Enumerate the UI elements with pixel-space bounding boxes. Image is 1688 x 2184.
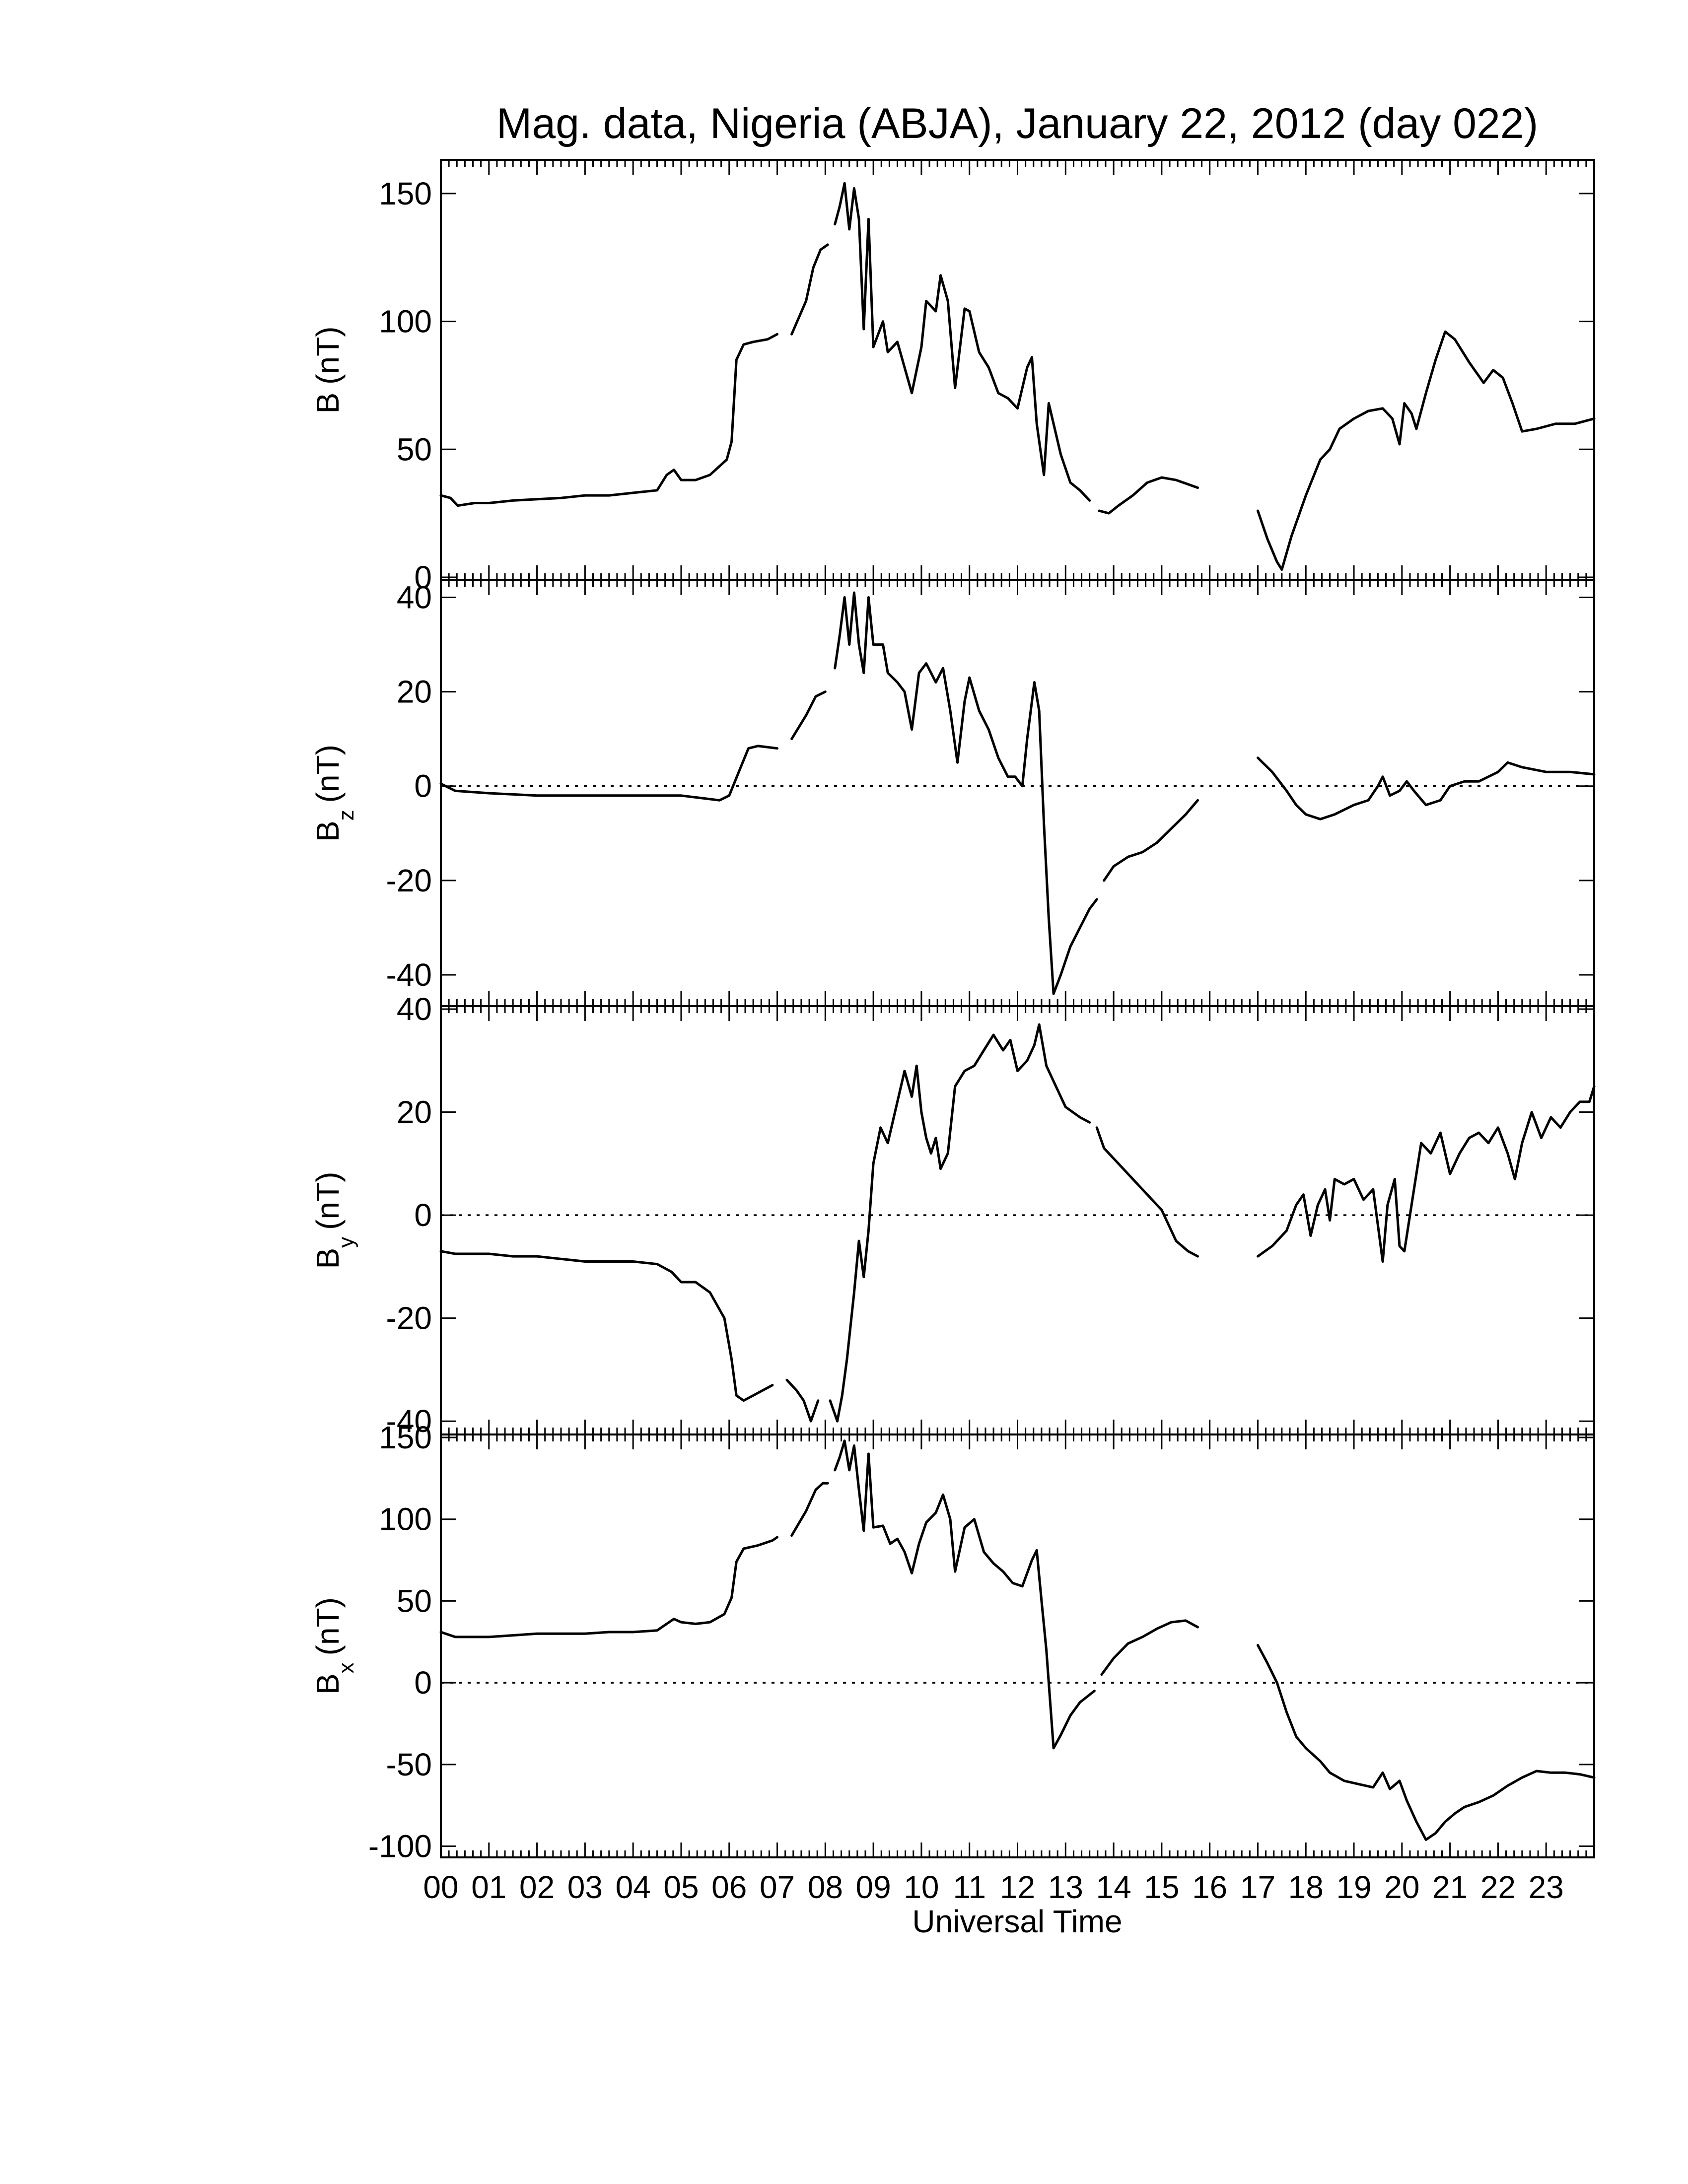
y-tick-label: 50 <box>397 1583 432 1619</box>
x-tick-label: 10 <box>904 1869 939 1905</box>
x-tick-label: 11 <box>953 1869 985 1905</box>
y-axis-label-main: B <box>310 393 346 414</box>
y-tick-label: 0 <box>414 1665 432 1701</box>
x-tick-label: 19 <box>1336 1869 1371 1905</box>
y-axis-label-subscript: x <box>334 1662 358 1673</box>
y-axis-label-unit: (nT) <box>310 1597 346 1655</box>
x-tick-label: 15 <box>1144 1869 1179 1905</box>
chart-title: Mag. data, Nigeria (ABJA), January 22, 2… <box>496 100 1539 147</box>
y-axis-label-subscript: z <box>334 810 358 820</box>
x-tick-label: 06 <box>711 1869 747 1905</box>
x-tick-label: 01 <box>471 1869 506 1905</box>
series-Bx-segment-1 <box>439 1536 778 1638</box>
y-tick-label: 100 <box>379 304 432 340</box>
panel-frame <box>440 579 1595 1007</box>
series-B-segment-5 <box>1257 330 1596 571</box>
y-tick-label: -40 <box>386 957 432 993</box>
series-By-segment-1 <box>439 1250 774 1402</box>
series-B-segment-1 <box>439 333 778 507</box>
y-axis-label-unit: (nT) <box>310 745 346 803</box>
series-B-segment-4 <box>1098 476 1199 515</box>
x-tick-label: 12 <box>1000 1869 1035 1905</box>
x-tick-label: 13 <box>1048 1869 1083 1905</box>
panel-By: -40 -20 0 20 40 By (nT) <box>310 991 1596 1439</box>
series-Bz-segment-3 <box>834 591 1098 995</box>
y-tick-label: 150 <box>379 1420 432 1455</box>
x-tick-label: 23 <box>1529 1869 1564 1905</box>
y-axis-label-unit: (nT) <box>310 327 346 385</box>
series-Bx-segment-5 <box>1257 1643 1596 1841</box>
series-Bz-segment-2 <box>790 690 827 741</box>
series-Bz-segment-4 <box>1103 799 1199 882</box>
y-axis-label: By (nT) <box>310 1172 358 1269</box>
y-axis-label-unit: (nT) <box>310 1172 346 1230</box>
x-tick-label: 22 <box>1480 1869 1516 1905</box>
series-B-segment-3 <box>834 182 1091 502</box>
series-By-segment-2 <box>785 1378 820 1423</box>
x-tick-label: 09 <box>856 1869 891 1905</box>
series-By-segment-5 <box>1257 1085 1596 1263</box>
x-tick-marks <box>440 1006 1595 1434</box>
x-tick-label: 18 <box>1288 1869 1324 1905</box>
y-axis-label-main: B <box>310 1248 346 1269</box>
panel-frame <box>440 1433 1595 1858</box>
series-Bz-segment-1 <box>439 745 778 802</box>
y-tick-label: 20 <box>397 1094 432 1130</box>
x-tick-label: 08 <box>808 1869 843 1905</box>
y-tick-label: 100 <box>379 1502 432 1537</box>
panel-Bx: -100 -50 0 50 100 150 Bx (nT) <box>310 1420 1596 1864</box>
x-tick-marks <box>440 160 1595 580</box>
x-axis-label: Universal Time <box>912 1904 1122 1939</box>
y-tick-label: 150 <box>379 176 432 211</box>
series-Bx-segment-2 <box>790 1482 829 1537</box>
panel-Bz: -40 -20 0 20 40 Bz (nT) <box>310 579 1596 1007</box>
y-tick-label: -40 <box>386 1403 432 1439</box>
y-tick-label: -20 <box>386 863 432 898</box>
y-tick-label: -20 <box>386 1300 432 1336</box>
x-axis-tick-labels: 00 01 02 03 04 05 06 07 08 09 10 11 12 13 14 15 16 17 18 19… <box>423 1869 1563 1905</box>
x-tick-label: 21 <box>1432 1869 1468 1905</box>
y-axis-label: Bx (nT) <box>310 1597 358 1695</box>
x-tick-label: 04 <box>616 1869 651 1905</box>
series-Bx-segment-3 <box>834 1439 1096 1750</box>
y-axis-label-main: B <box>310 1673 346 1695</box>
x-tick-label: 14 <box>1096 1869 1131 1905</box>
x-tick-label: 07 <box>760 1869 795 1905</box>
y-tick-label: 0 <box>414 768 432 804</box>
y-axis-label-subscript: y <box>334 1237 358 1248</box>
y-axis-label-main: B <box>310 820 346 842</box>
series-Bx-segment-4 <box>1100 1619 1199 1676</box>
x-tick-label: 05 <box>663 1869 699 1905</box>
series-Bz-segment-5 <box>1257 756 1596 820</box>
y-tick-label: 0 <box>414 559 432 595</box>
panel-B: 0 50 100 150 B (nT) <box>310 159 1596 595</box>
x-tick-label: 03 <box>567 1869 603 1905</box>
x-tick-marks <box>440 580 1595 1006</box>
x-tick-label: 20 <box>1384 1869 1419 1905</box>
series-By-segment-4 <box>1095 1126 1199 1258</box>
plot-panels: 0 50 100 150 B (nT) -40 -20 0 20 40 Bz (nT) -40 -20 0 20… <box>310 159 1596 1864</box>
y-axis-label: B (nT) <box>310 327 346 414</box>
x-tick-marks <box>440 1434 1595 1857</box>
y-tick-label: 0 <box>414 1197 432 1233</box>
y-tick-label: -50 <box>386 1747 432 1782</box>
y-tick-label: 40 <box>397 991 432 1027</box>
x-tick-label: 00 <box>423 1869 458 1905</box>
y-tick-label: -100 <box>368 1829 432 1864</box>
y-tick-label: 40 <box>397 580 432 615</box>
panel-frame <box>440 159 1595 581</box>
x-tick-label: 16 <box>1192 1869 1227 1905</box>
series-B-segment-2 <box>790 243 829 336</box>
x-tick-label: 17 <box>1240 1869 1275 1905</box>
y-axis-label: Bz (nT) <box>310 745 358 842</box>
series-By-segment-3 <box>829 1023 1091 1423</box>
y-tick-label: 50 <box>397 431 432 467</box>
y-tick-label: 20 <box>397 674 432 710</box>
x-tick-label: 02 <box>519 1869 555 1905</box>
